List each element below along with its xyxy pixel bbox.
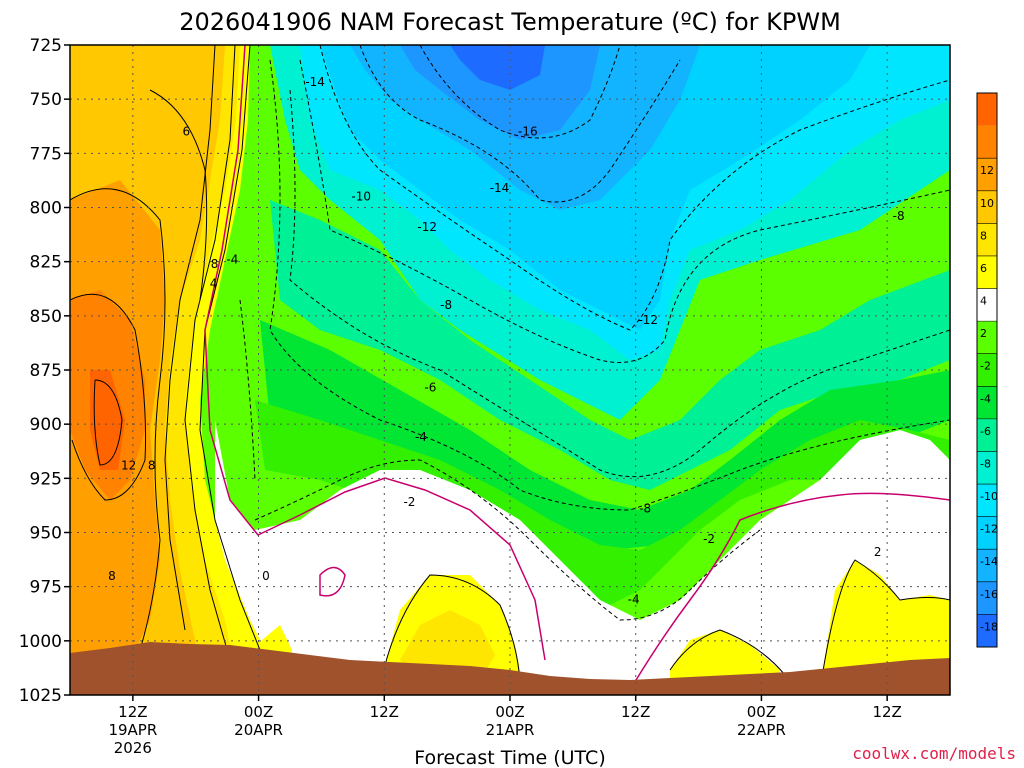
- colorbar-swatch: [977, 93, 997, 126]
- contour-label: 0: [262, 569, 270, 583]
- contour-label: -2: [403, 495, 415, 509]
- colorbar: -18 -16 -14 -12 -10 -8 -6 -4 -2 2 4 6 8 10 12: [976, 92, 998, 648]
- green-band-mid: [270, 200, 950, 490]
- chart-title: 2026041906 NAM Forecast Temperature (ºC)…: [179, 8, 841, 36]
- colorbar-swatch: [977, 418, 997, 452]
- negative-contours: [239, 45, 950, 621]
- cold-pool-blue: [400, 45, 600, 140]
- contour-label: -8: [440, 298, 452, 312]
- colorbar-swatch: [977, 549, 997, 582]
- contour-label: -4: [226, 253, 238, 267]
- colorbar-swatch: [977, 158, 997, 191]
- colorbar-swatch: [977, 581, 997, 615]
- x-tick-label: 12Z: [370, 703, 399, 721]
- y-tick-label: 900: [30, 415, 62, 435]
- contour-label: -16: [518, 125, 538, 139]
- contour-label: 4: [210, 276, 218, 290]
- colorbar-label: -12: [980, 523, 998, 536]
- contour-label: 6: [182, 125, 190, 139]
- green-band-light: [260, 320, 950, 550]
- contour-label: -6: [424, 380, 436, 394]
- colorbar-swatch: [977, 321, 997, 354]
- colorbar-label: -16: [980, 588, 998, 601]
- x-tick-label: 12Z: [872, 703, 901, 721]
- colorbar-swatch: [977, 223, 997, 256]
- contour-label: -14: [305, 75, 325, 89]
- colorbar-label: -8: [980, 457, 991, 470]
- colorbar-label: -6: [980, 425, 991, 438]
- contour-label: -4: [415, 430, 427, 444]
- x-tick-label: 22APR: [737, 721, 786, 739]
- x-tick-label: 2026: [114, 739, 152, 757]
- y-tick-label: 750: [30, 90, 62, 110]
- y-tick-label: 800: [30, 199, 62, 219]
- contour-label: -2: [703, 532, 715, 546]
- x-tick-label: 21APR: [486, 721, 535, 739]
- colorbar-label: 6: [980, 262, 987, 275]
- x-tick-label: 20APR: [234, 721, 283, 739]
- contour-label: 2: [874, 545, 882, 559]
- contour-label: -12: [417, 220, 437, 234]
- y-tick-label: 850: [30, 307, 62, 327]
- freezing-line-contours: [204, 45, 950, 691]
- contour-labels: -14 -16 -14 -10 -12 -8 -4 -8 -12 -6 -4 -8 -2 -2 2 -4 0 6 8…: [108, 75, 905, 607]
- contour-label: -14: [490, 181, 510, 195]
- y-axis: 725 750 775 800 825 850 875 900 925 950 975 1000 102…: [19, 36, 70, 706]
- colorbar-swatch: [977, 125, 997, 159]
- y-tick-label: 1000: [19, 632, 62, 652]
- colorbar-label: 4: [980, 295, 987, 308]
- terrain-ground: [70, 642, 950, 695]
- colorbar-label: -2: [980, 360, 991, 373]
- colorbar-swatch: [977, 288, 997, 322]
- x-axis-label: Forecast Time (UTC): [414, 747, 605, 768]
- source-credit[interactable]: coolwx.com/models: [852, 744, 1016, 763]
- y-tick-label: 975: [30, 578, 62, 598]
- colorbar-label: 12: [980, 164, 994, 177]
- colorbar-label: 8: [980, 229, 987, 242]
- contour-label: -12: [638, 313, 658, 327]
- y-tick-label: 950: [30, 524, 62, 544]
- y-tick-label: 1025: [19, 686, 62, 706]
- y-tick-label: 775: [30, 144, 62, 164]
- colorbar-label: -10: [980, 490, 998, 503]
- contour-label: 12: [121, 458, 136, 472]
- colorbar-label: 2: [980, 327, 987, 340]
- y-tick-label: 725: [30, 36, 62, 56]
- y-tick-label: 925: [30, 469, 62, 489]
- temperature-field: [70, 45, 950, 695]
- colorbar-frame: [976, 92, 998, 648]
- colorbar-swatch: [977, 484, 997, 517]
- x-tick-label: 00Z: [495, 703, 524, 721]
- contour-label: 8: [211, 257, 219, 271]
- colorbar-swatch: [977, 451, 997, 485]
- colorbar-label: 10: [980, 197, 994, 210]
- colorbar-swatch: [977, 386, 997, 419]
- cold-pool-deepblue: [450, 45, 545, 90]
- colorbar-label: -14: [980, 555, 998, 568]
- colorbar-swatch: [977, 516, 997, 550]
- contour-label: -10: [351, 190, 371, 204]
- contour-label: -8: [639, 502, 651, 516]
- warm-core: [90, 370, 125, 470]
- x-tick-label: 12Z: [621, 703, 650, 721]
- colorbar-label: -4: [980, 392, 991, 405]
- x-tick-label: 19APR: [108, 721, 157, 739]
- y-tick-label: 825: [30, 253, 62, 273]
- contour-label: 8: [148, 458, 156, 472]
- colorbar-swatch: [977, 614, 997, 647]
- contour-label: -4: [628, 593, 640, 607]
- colorbar-label: -18: [980, 620, 998, 633]
- x-tick-label: 12Z: [118, 703, 147, 721]
- colorbar-swatch: [977, 353, 997, 387]
- contour-label: 8: [108, 569, 116, 583]
- x-tick-label: 00Z: [244, 703, 273, 721]
- x-tick-label: 00Z: [747, 703, 776, 721]
- colorbar-swatch: [977, 190, 997, 224]
- contour-label: -8: [893, 209, 905, 223]
- y-tick-label: 875: [30, 361, 62, 381]
- colorbar-swatch: [977, 255, 997, 289]
- warm-blob-1-inner: [400, 610, 495, 680]
